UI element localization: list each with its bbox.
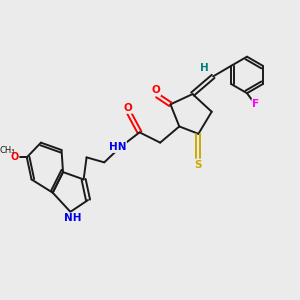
- Text: H: H: [200, 63, 209, 73]
- Text: CH₃: CH₃: [0, 146, 15, 155]
- Text: O: O: [123, 103, 132, 113]
- Text: O: O: [10, 152, 19, 162]
- Text: S: S: [195, 160, 202, 170]
- Text: HN: HN: [109, 142, 126, 152]
- Text: F: F: [252, 99, 260, 110]
- Text: NH: NH: [64, 213, 82, 223]
- Text: O: O: [152, 85, 160, 95]
